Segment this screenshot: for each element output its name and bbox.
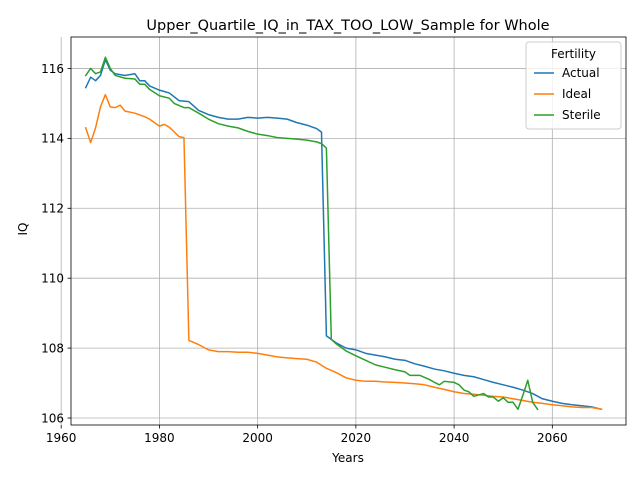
x-tick-label: 2040: [439, 431, 470, 445]
chart-title: Upper_Quartile_IQ_in_TAX_TOO_LOW_Sample …: [146, 18, 549, 34]
y-tick-label: 106: [41, 411, 64, 425]
series-line-ideal: [84, 93, 603, 411]
x-axis-label: Years: [331, 451, 364, 465]
y-tick-label: 114: [41, 132, 64, 146]
y-tick-label: 116: [41, 62, 64, 76]
grid: [60, 37, 626, 425]
y-axis-ticks: 106 108 110 112 114 116: [41, 62, 71, 425]
x-axis-ticks: 1960 1980 2000 2020 2040 2060: [46, 425, 568, 445]
y-tick-label: 108: [41, 341, 64, 355]
legend-label-sterile: Sterile: [562, 108, 601, 122]
x-tick-label: 2000: [242, 431, 273, 445]
legend: Fertility Actual Ideal Sterile: [525, 41, 622, 130]
series-line-sterile: [84, 56, 539, 411]
series-line-actual: [84, 58, 603, 411]
x-tick-label: 1960: [46, 431, 77, 445]
x-tick-label: 1980: [144, 431, 175, 445]
y-axis-label: IQ: [16, 223, 30, 236]
legend-box: [525, 41, 622, 130]
plot-frame: [70, 36, 627, 426]
x-tick-label: 2020: [341, 431, 372, 445]
x-tick-label: 2060: [537, 431, 568, 445]
y-tick-label: 110: [41, 271, 64, 285]
y-tick-label: 112: [41, 202, 64, 216]
series-layer: [84, 56, 603, 411]
legend-label-ideal: Ideal: [562, 87, 591, 101]
legend-label-actual: Actual: [562, 66, 600, 80]
legend-title: Fertility: [551, 47, 596, 61]
